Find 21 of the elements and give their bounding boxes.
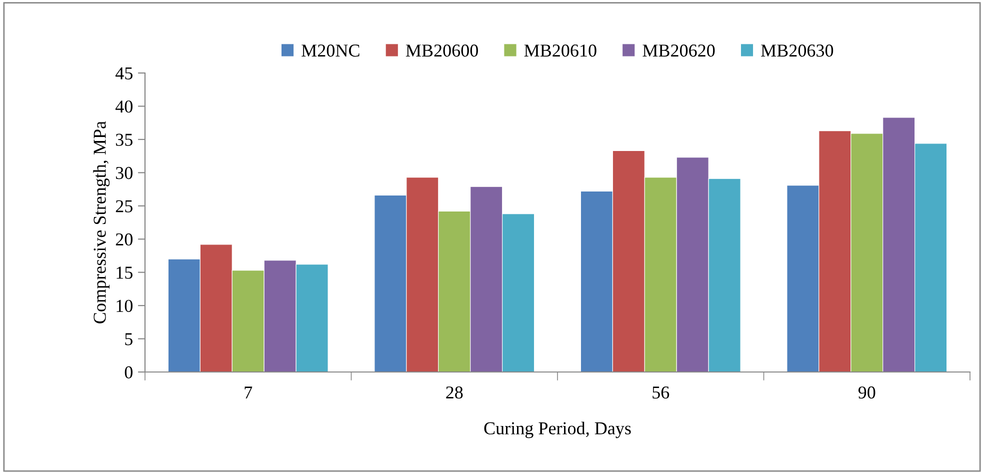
legend-label: MB20600 xyxy=(406,44,478,57)
y-tick-label: 20 xyxy=(116,233,133,246)
legend-label: MB20630 xyxy=(761,44,834,57)
x-tick-label: 90 xyxy=(858,386,876,399)
y-tick-label: 5 xyxy=(125,333,132,346)
legend-label: M20NC xyxy=(302,44,360,57)
y-tick-label: 15 xyxy=(116,266,132,279)
y-tick-label: 40 xyxy=(115,100,133,113)
y-axis-title: Compressive Strength, MPa xyxy=(93,121,110,324)
y-tick-label: 10 xyxy=(116,300,133,312)
x-axis-title: Curing Period, Days xyxy=(484,422,631,438)
x-tick-label: 28 xyxy=(446,386,463,399)
y-tick-label: 35 xyxy=(116,134,132,146)
x-tick-label: 7 xyxy=(244,386,252,398)
y-tick-label: 45 xyxy=(115,67,132,80)
legend-label: MB20610 xyxy=(524,44,596,57)
y-tick-label: 30 xyxy=(116,166,133,180)
y-tick-label: 0 xyxy=(124,366,133,378)
y-tick-label: 25 xyxy=(116,200,132,212)
x-tick-label: 56 xyxy=(652,386,670,399)
legend-label: MB20620 xyxy=(642,44,715,57)
